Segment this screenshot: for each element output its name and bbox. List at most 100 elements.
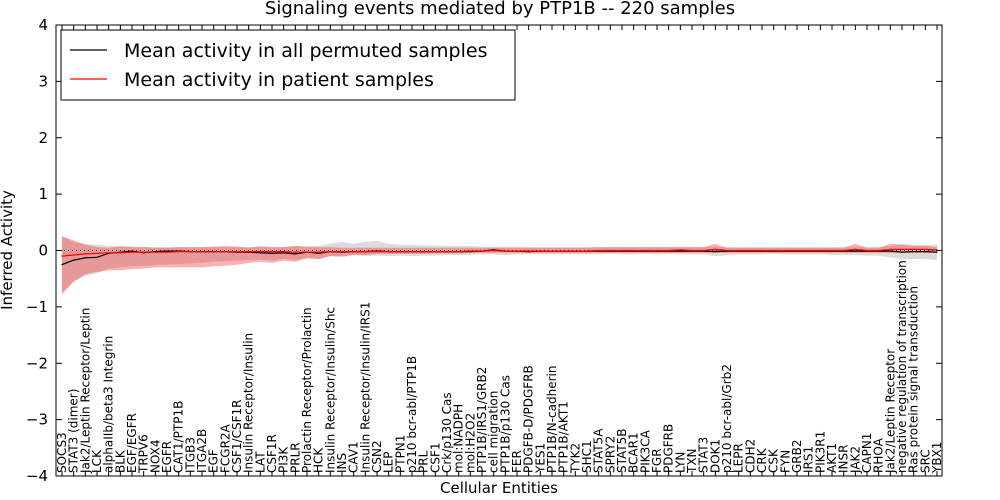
data-point-patient xyxy=(843,249,845,252)
data-point-permuted xyxy=(924,251,926,253)
category-label: STAT5B xyxy=(615,429,629,474)
category-label: LAT xyxy=(253,451,267,473)
category-label: Insulin Receptor/Insulin/IRS1 xyxy=(358,302,372,473)
data-point-patient xyxy=(469,250,471,252)
category-label: PRL xyxy=(417,450,431,473)
category-label: ITGB3 xyxy=(183,437,197,473)
data-point-patient xyxy=(598,249,600,252)
data-point-patient xyxy=(586,250,588,252)
category-label: SHC1 xyxy=(580,440,594,473)
category-label: Ras protein signal transduction xyxy=(907,286,921,473)
data-point-patient xyxy=(913,248,915,250)
category-label: LYN xyxy=(673,452,687,473)
data-point-patient xyxy=(516,250,518,252)
category-label: FCGR2A xyxy=(218,423,232,473)
category-label: EGFR xyxy=(160,441,174,473)
category-label: PTP1B/AKT1 xyxy=(557,401,571,473)
category-label: AKT1 xyxy=(825,443,839,473)
chart-title: Signaling events mediated by PTP1B -- 22… xyxy=(265,0,735,19)
category-label: PIK3R1 xyxy=(813,431,827,473)
data-point-patient xyxy=(504,250,506,252)
category-label: Insulin Receptor/Insulin xyxy=(242,333,256,473)
data-point-permuted xyxy=(294,253,296,255)
data-point-patient xyxy=(236,251,238,253)
data-point-patient xyxy=(73,254,75,256)
data-point-patient xyxy=(703,249,705,252)
y-tick-label: 0 xyxy=(38,242,48,260)
data-point-patient xyxy=(154,251,156,253)
data-point-patient xyxy=(528,250,530,252)
data-point-permuted xyxy=(61,264,63,266)
y-tick-label: −1 xyxy=(26,298,48,316)
data-point-permuted xyxy=(283,252,285,254)
data-point-patient xyxy=(376,251,378,253)
data-point-patient xyxy=(318,251,320,253)
data-point-patient xyxy=(889,248,891,250)
plot-area-frame xyxy=(55,24,943,477)
category-label: TXN xyxy=(685,448,699,474)
y-tick-label: −3 xyxy=(26,411,48,429)
data-point-patient xyxy=(796,249,798,252)
category-label: IRS1 xyxy=(802,446,816,473)
category-label: PTP1B/N-cadherin xyxy=(545,366,559,473)
category-label: LEP xyxy=(382,451,396,473)
y-tick-label: 1 xyxy=(38,185,48,203)
data-point-permuted xyxy=(259,252,261,254)
data-point-permuted xyxy=(913,251,915,253)
category-label: HCK xyxy=(312,447,326,473)
y-tick-label: 3 xyxy=(38,72,48,90)
category-label: CAV1 xyxy=(347,441,361,473)
legend-label-patient: Mean activity in patient samples xyxy=(124,69,434,91)
series-lines xyxy=(56,248,942,266)
data-point-patient xyxy=(714,248,716,250)
category-label: EGF xyxy=(207,449,221,473)
category-label: INS xyxy=(335,453,349,473)
category-label: CSK xyxy=(767,448,781,473)
legend-label-permuted: Mean activity in all permuted samples xyxy=(124,40,487,62)
data-point-patient xyxy=(563,250,565,252)
category-label: CDH2 xyxy=(743,439,757,473)
category-label: CSF1 xyxy=(428,442,442,473)
category-label: CSN2 xyxy=(370,440,384,473)
data-point-patient xyxy=(61,255,63,257)
legend-box xyxy=(60,29,516,101)
data-point-patient xyxy=(784,249,786,252)
category-label: STAT3 (dimer) xyxy=(67,389,81,473)
data-point-patient xyxy=(633,249,635,252)
data-point-patient xyxy=(866,249,868,252)
category-label: alphaIIb/beta3 Integrin xyxy=(102,336,116,473)
data-point-permuted xyxy=(936,251,938,253)
data-point-patient xyxy=(143,251,145,253)
category-label: TYK2 xyxy=(568,443,582,474)
category-label: p210 bcr-abl/PTP1B xyxy=(405,356,419,473)
category-label: mol:NADPH xyxy=(452,404,466,473)
category-label: INSR xyxy=(837,445,851,473)
data-point-permuted xyxy=(714,251,716,253)
category-label: CAPN1 xyxy=(860,433,874,473)
category-label: YES1 xyxy=(533,443,547,474)
data-point-patient xyxy=(189,251,191,253)
category-label: Prolactin Receptor/Prolactin xyxy=(300,307,314,473)
data-point-patient xyxy=(679,249,681,251)
data-point-patient xyxy=(364,251,366,253)
data-point-patient xyxy=(411,251,413,253)
category-label: FYN xyxy=(778,450,792,473)
data-point-patient xyxy=(341,251,343,253)
category-label: negative regulation of transcription xyxy=(895,260,909,473)
category-label: PTP1B/IRS1/GRB2 xyxy=(475,367,489,473)
category-label: STAT3 xyxy=(697,437,711,473)
data-point-patient xyxy=(353,251,355,253)
data-point-patient xyxy=(808,249,810,252)
data-point-patient xyxy=(271,251,273,253)
y-tick-label: 2 xyxy=(38,129,48,147)
data-point-patient xyxy=(726,249,728,252)
category-label: PDGFB-D/PDGFRB xyxy=(522,365,536,473)
data-point-patient xyxy=(446,251,448,253)
category-label: GRB2 xyxy=(790,439,804,473)
y-tick-label: 4 xyxy=(38,16,48,34)
data-point-patient xyxy=(108,252,110,254)
data-point-patient xyxy=(901,248,903,250)
data-point-patient xyxy=(224,251,226,253)
category-label: CSF1R xyxy=(265,434,279,473)
category-label: PIK3CA xyxy=(638,429,652,473)
